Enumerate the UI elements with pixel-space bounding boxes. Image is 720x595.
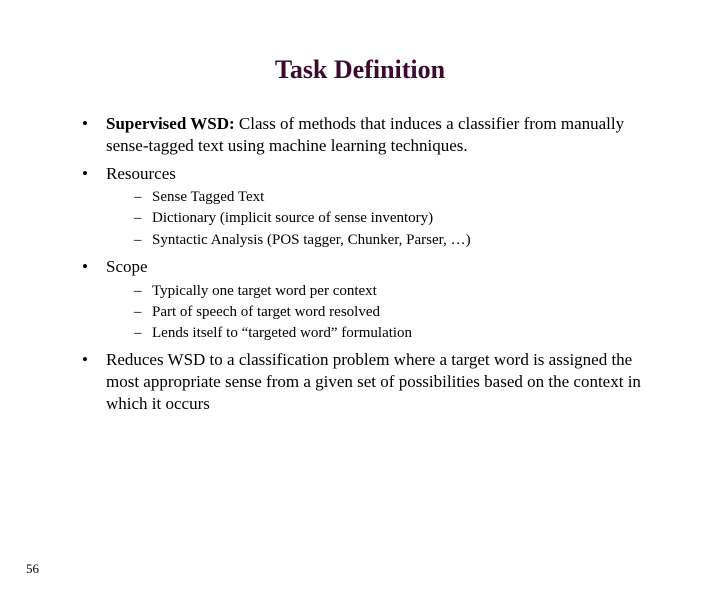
slide-body: Supervised WSD: Class of methods that in… (78, 113, 660, 414)
sub-dictionary: Dictionary (implicit source of sense inv… (130, 209, 660, 228)
sub-pos-resolved: Part of speech of target word resolved (130, 303, 660, 322)
scope-sublist: Typically one target word per context Pa… (130, 282, 660, 344)
bullet-scope: Scope Typically one target word per cont… (78, 256, 660, 343)
sub-syntactic: Syntactic Analysis (POS tagger, Chunker,… (130, 231, 660, 250)
bullet-supervised-wsd-label: Supervised WSD: (106, 114, 235, 133)
bullet-scope-label: Scope (106, 257, 148, 276)
sub-one-target: Typically one target word per context (130, 282, 660, 301)
sub-targeted-word: Lends itself to “targeted word” formulat… (130, 324, 660, 343)
sub-sense-tagged: Sense Tagged Text (130, 188, 660, 207)
resources-sublist: Sense Tagged Text Dictionary (implicit s… (130, 188, 660, 250)
page-number: 56 (26, 561, 39, 577)
slide: Task Definition Supervised WSD: Class of… (0, 55, 720, 595)
bullet-supervised-wsd: Supervised WSD: Class of methods that in… (78, 113, 660, 157)
bullet-resources-label: Resources (106, 164, 176, 183)
bullet-reduces-wsd: Reduces WSD to a classification problem … (78, 349, 660, 414)
bullet-list: Supervised WSD: Class of methods that in… (78, 113, 660, 414)
slide-title: Task Definition (0, 55, 720, 85)
bullet-resources: Resources Sense Tagged Text Dictionary (… (78, 163, 660, 250)
